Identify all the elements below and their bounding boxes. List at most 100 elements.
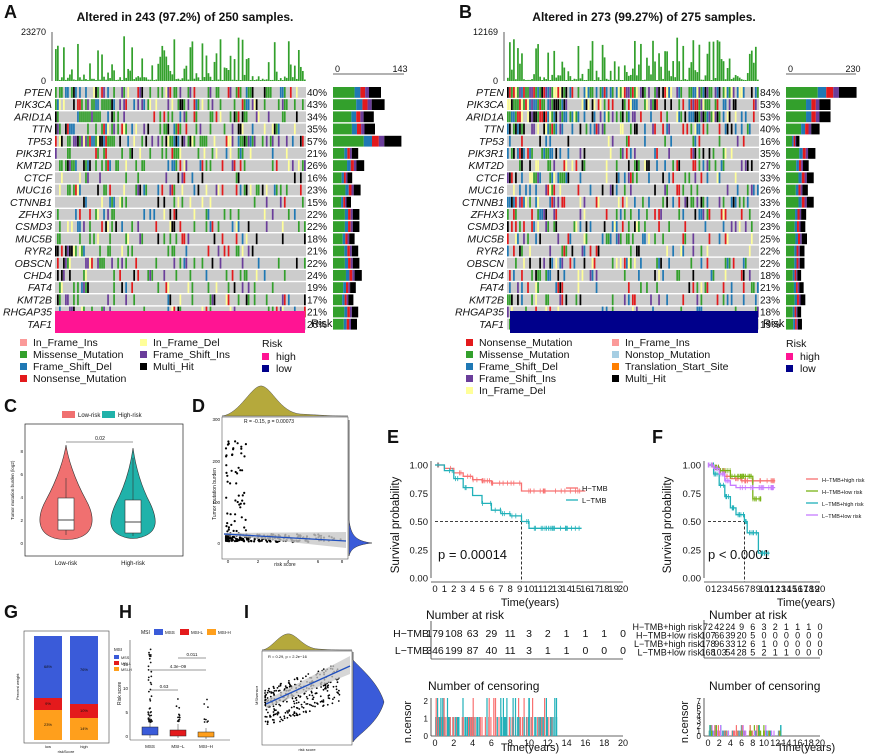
- mutation-cell: [113, 135, 115, 147]
- mutation-cell: [235, 184, 238, 196]
- mutation-cell: [69, 245, 71, 257]
- mutation-cell: [85, 196, 87, 208]
- mutation-cell: [535, 111, 537, 123]
- mutation-cell: [746, 160, 749, 171]
- mutation-cell: [171, 148, 174, 159]
- scatter-point: [286, 716, 289, 719]
- side-bar-segment: [352, 270, 355, 281]
- mutation-cell: [531, 209, 533, 220]
- mutation-cell: [547, 99, 550, 110]
- mutation-cell: [581, 160, 584, 171]
- censor-bar: [725, 730, 727, 736]
- scatter-point: [227, 528, 230, 531]
- mutation-cell: [595, 196, 598, 208]
- mutation-cell: [728, 99, 731, 110]
- gene-label: CTNNB1: [10, 197, 52, 209]
- mutation-cell: [535, 87, 537, 98]
- mutation-cell: [65, 123, 67, 135]
- mutation-cell: [113, 209, 115, 220]
- mutation-cell: [129, 148, 132, 159]
- scatter-point: [268, 690, 271, 693]
- tmb-bar: [257, 76, 260, 81]
- side-bar-segment: [799, 209, 802, 220]
- mutation-cell: [123, 111, 125, 123]
- mutation-cell: [513, 111, 515, 123]
- tmb-bar: [656, 79, 658, 81]
- gene-label: CSMD3: [467, 221, 504, 233]
- mutation-cell: [101, 160, 103, 171]
- censor-title-e: Number of censoring: [428, 679, 539, 693]
- risk-bar-b: [510, 311, 758, 333]
- mutation-cell: [247, 282, 250, 293]
- mutation-cell: [756, 282, 759, 293]
- mutation-cell: [279, 184, 282, 196]
- mutation-cell: [245, 87, 248, 98]
- mutation-cell: [664, 135, 666, 147]
- mutation-cell: [141, 160, 144, 171]
- outlier-point: [150, 718, 152, 721]
- risk-value: 0: [817, 639, 822, 649]
- gene-label: CHD4: [475, 270, 504, 282]
- tmb-bar: [191, 41, 194, 81]
- tmb-bars-b: [507, 37, 759, 81]
- km-xtick: 0: [432, 584, 437, 595]
- scatter-point: [235, 529, 238, 533]
- pct-label: 24%: [760, 210, 780, 221]
- outlier-point: [207, 706, 209, 708]
- outlier-point: [147, 711, 150, 714]
- outlier-point: [147, 679, 150, 681]
- mutation-cell: [579, 172, 582, 184]
- risk-row-label: L−TMB: [395, 645, 429, 657]
- side-bar-segment: [346, 318, 350, 330]
- legend-key: [466, 351, 473, 358]
- mutation-cell: [245, 99, 248, 110]
- risk-value: 39: [725, 630, 735, 640]
- annotation-d: R = -0.15, p = 0.00073: [244, 419, 294, 425]
- mutation-cell: [297, 221, 300, 232]
- censor-bar: [469, 717, 471, 736]
- gene-label: OBSCN: [467, 258, 505, 270]
- side-bar-segment: [801, 233, 807, 245]
- scatter-point: [236, 472, 239, 475]
- mutation-cell: [660, 209, 662, 220]
- mutation-cell: [507, 172, 509, 184]
- mutation-cell: [147, 270, 150, 281]
- mutation-cell: [97, 135, 99, 147]
- mutation-cell: [708, 233, 711, 245]
- mutation-cell: [577, 270, 580, 281]
- scatter-point: [319, 701, 322, 703]
- mutation-cell: [63, 99, 65, 110]
- mutation-cell: [91, 135, 93, 147]
- legend-key-h-mss: [154, 629, 163, 635]
- side-bar-segment: [333, 209, 345, 220]
- mutation-cell: [179, 99, 182, 110]
- mutation-cell: [533, 123, 535, 135]
- mutation-cell: [565, 245, 568, 257]
- mutation-cell: [59, 233, 61, 245]
- mutation-cell: [279, 87, 282, 98]
- mutation-cell: [193, 87, 196, 98]
- censor-bar: [722, 730, 724, 736]
- side-bar-segment: [345, 233, 348, 245]
- tmb-bar: [157, 63, 160, 81]
- outlier-point: [148, 714, 151, 717]
- mutation-cell: [87, 172, 89, 184]
- mutation-cell: [627, 99, 630, 110]
- mutation-cell: [295, 257, 298, 269]
- mutation-cell: [83, 135, 85, 147]
- mutation-cell: [103, 99, 105, 110]
- mutation-cell: [241, 282, 244, 293]
- mutation-cell: [607, 135, 610, 147]
- mutation-cell: [569, 257, 572, 269]
- censor-bar: [537, 717, 539, 736]
- risk-value: 0: [817, 622, 822, 632]
- censor-bar: [439, 717, 441, 736]
- side-bar-segment: [333, 160, 348, 171]
- mutation-cell: [519, 245, 521, 257]
- mutation-cell: [521, 148, 523, 159]
- mutation-cell: [281, 111, 284, 123]
- mutation-cell: [547, 123, 550, 135]
- mutation-cell: [137, 99, 140, 110]
- scatter-point: [272, 713, 275, 716]
- tmb-bar: [119, 77, 121, 81]
